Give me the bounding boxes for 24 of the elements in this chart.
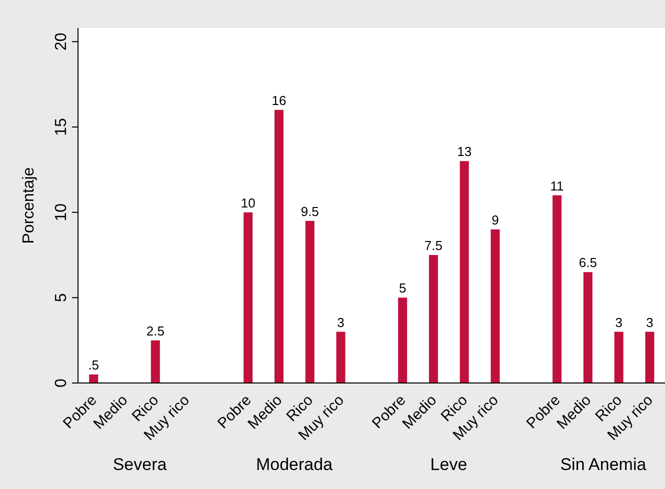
data-label: 9.5 (300, 204, 319, 219)
y-tick-label: 20 (53, 32, 70, 51)
data-label: 9 (492, 212, 499, 228)
data-label: 13 (457, 144, 472, 160)
text: Leve (429, 455, 468, 475)
y-tick-label: 10 (53, 203, 70, 222)
text: Sin Anemia (559, 455, 648, 475)
y-tick-label: 15 (53, 118, 70, 136)
text: Severa (112, 455, 168, 475)
data-label: 16 (272, 92, 286, 108)
data-label: .5 (88, 357, 100, 372)
y-axis-title: Porcentaje (20, 167, 38, 244)
y-tick-label: 0 (53, 378, 70, 388)
text: Moderada (254, 455, 334, 475)
data-label: 2.5 (146, 323, 164, 338)
data-label: 3 (615, 314, 622, 330)
data-label: 6.5 (578, 255, 597, 270)
data-label: 3 (646, 314, 654, 330)
data-label: 7.5 (424, 238, 443, 253)
data-label: 3 (337, 314, 344, 330)
data-label: 11 (550, 178, 564, 194)
y-tick-label: 5 (53, 293, 70, 302)
data-label: 10 (240, 195, 256, 210)
data-label: 5 (398, 280, 406, 296)
